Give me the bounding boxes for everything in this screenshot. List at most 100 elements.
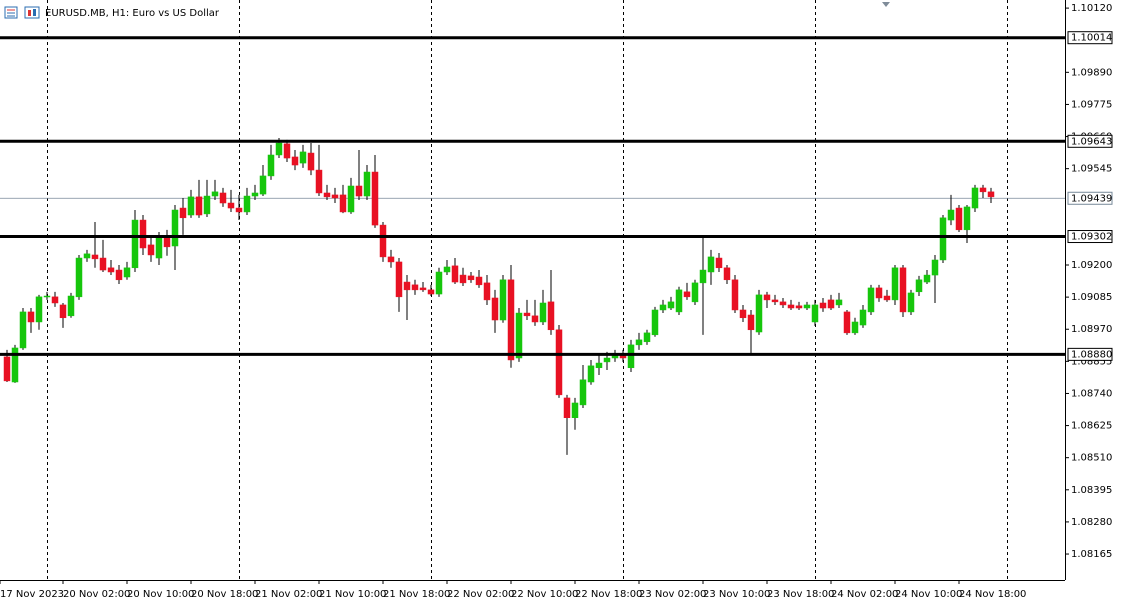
- candle-body: [699, 269, 707, 284]
- candle-body: [139, 219, 147, 249]
- candle-body: [371, 171, 379, 226]
- candle-body: [555, 329, 563, 396]
- marker: [882, 2, 890, 7]
- candle-body: [827, 299, 835, 309]
- candle-body: [915, 279, 923, 293]
- x-tick-label: 22 Nov 18:00: [575, 589, 642, 600]
- candle-body: [291, 156, 299, 166]
- candle-body: [891, 267, 899, 301]
- candle-body: [939, 217, 947, 261]
- candle-body: [131, 219, 139, 269]
- candle-body: [331, 194, 339, 199]
- y-tick-label: 1.08855: [1071, 356, 1112, 367]
- candle-body: [715, 257, 723, 269]
- candle-body: [539, 302, 547, 323]
- candle-body: [651, 309, 659, 336]
- candle-body: [59, 304, 67, 319]
- candle-body: [515, 312, 523, 359]
- candle-body: [307, 152, 315, 171]
- candle-body: [923, 274, 931, 283]
- candle-body: [907, 292, 915, 313]
- candle-body: [363, 171, 371, 197]
- candle-body: [43, 295, 51, 298]
- candle-body: [483, 282, 491, 301]
- level-label-box: [1067, 347, 1113, 361]
- level-label-box: [1067, 230, 1113, 244]
- candle-body: [243, 195, 251, 213]
- level-label: 1.10014: [1071, 33, 1112, 44]
- x-tick-label: 20 Nov 18:00: [191, 589, 258, 600]
- candle-body: [115, 269, 123, 281]
- candle-body: [499, 279, 507, 321]
- candle-body: [763, 294, 771, 301]
- level-label: 1.08880: [1071, 349, 1112, 360]
- level-label-box: [1067, 31, 1113, 45]
- candle-body: [259, 175, 267, 195]
- bid-label-box: [1067, 191, 1113, 205]
- candle-body: [971, 187, 979, 209]
- candle-body: [227, 202, 235, 209]
- candle-body: [123, 267, 131, 278]
- candle-body: [67, 295, 75, 317]
- candle-body: [219, 192, 227, 204]
- y-tick-label: 1.08280: [1071, 517, 1112, 528]
- candle-body: [235, 207, 243, 213]
- candle-body: [947, 209, 955, 221]
- y-tick-label: 1.09545: [1071, 164, 1112, 175]
- candle-body: [395, 261, 403, 298]
- y-tick-label: 1.08395: [1071, 485, 1112, 496]
- x-tick-label: 24 Nov 18:00: [959, 589, 1026, 600]
- header-icons: [4, 6, 40, 19]
- candle-body: [467, 275, 475, 281]
- candle-body: [571, 402, 579, 419]
- candle-body: [899, 267, 907, 313]
- candle-body: [275, 142, 283, 156]
- x-tick-label: 20 Nov 02:00: [63, 589, 130, 600]
- candle-body: [283, 143, 291, 159]
- candle-body: [459, 274, 467, 284]
- x-tick-label: 21 Nov 02:00: [255, 589, 322, 600]
- candle-body: [195, 196, 203, 216]
- x-tick-label: 23 Nov 02:00: [639, 589, 706, 600]
- candle-body: [403, 281, 411, 291]
- x-tick-label: 23 Nov 10:00: [703, 589, 770, 600]
- candle-body: [755, 294, 763, 333]
- candle-body: [843, 311, 851, 334]
- candle-body: [955, 207, 963, 231]
- x-tick-label: 24 Nov 02:00: [831, 589, 898, 600]
- candle-body: [819, 302, 827, 309]
- candle-body: [595, 362, 603, 369]
- candle-body: [451, 265, 459, 283]
- y-tick-label: 1.08165: [1071, 549, 1112, 560]
- candle-body: [411, 284, 419, 291]
- candle-body: [3, 356, 11, 382]
- candle-body: [811, 304, 819, 323]
- candle-body: [675, 289, 683, 313]
- candle-body: [323, 192, 331, 198]
- candle-body: [91, 254, 99, 260]
- candle-body: [75, 257, 83, 298]
- candle-body: [867, 287, 875, 313]
- candle-body: [787, 304, 795, 309]
- candle-body: [35, 296, 43, 323]
- candle-body: [531, 315, 539, 323]
- x-tick-label: 22 Nov 10:00: [511, 589, 578, 600]
- level-label: 1.09302: [1071, 232, 1112, 243]
- level-label-box: [1067, 134, 1113, 148]
- level-label: 1.09643: [1071, 136, 1112, 147]
- candle-body: [267, 154, 275, 177]
- candle-body: [299, 151, 307, 164]
- x-tick-label: 24 Nov 10:00: [895, 589, 962, 600]
- y-tick-label: 1.09890: [1071, 67, 1112, 78]
- candle-body: [211, 191, 219, 197]
- candle-body: [99, 257, 107, 271]
- candle-body: [171, 209, 179, 247]
- candle-body: [155, 236, 163, 259]
- candle-body: [547, 301, 555, 331]
- candle-body: [347, 185, 355, 213]
- candle-body: [507, 279, 515, 361]
- candle-body: [163, 236, 171, 248]
- candle-body: [859, 309, 867, 326]
